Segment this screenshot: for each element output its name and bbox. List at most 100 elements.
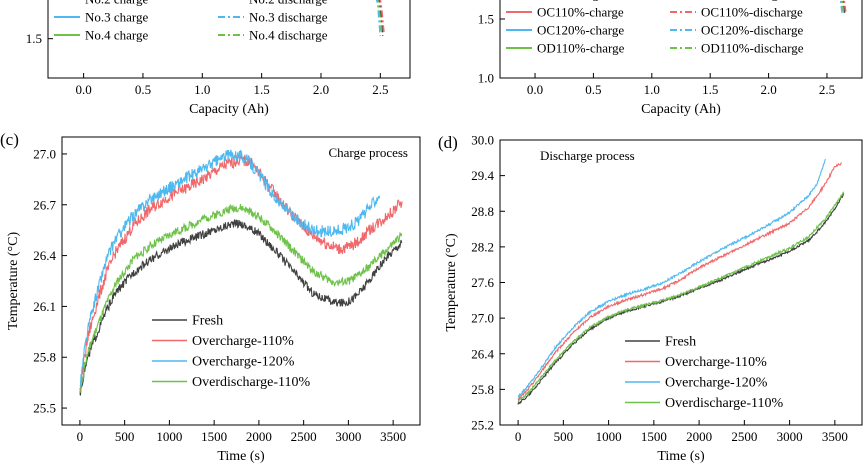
- legend-label: Overdischarge-110%: [665, 396, 784, 411]
- series-line: [517, 162, 842, 402]
- legend-label: OC110%-discharge: [701, 5, 803, 20]
- legend-label: OC110%-charge: [537, 5, 624, 20]
- series-group: [839, 0, 847, 14]
- legend-label: No.4 charge: [85, 28, 149, 43]
- y-tick-label: 1.5: [478, 12, 494, 27]
- x-tick-label: 2500: [291, 429, 317, 444]
- series-line: [79, 219, 403, 396]
- y-tick-label: 1.0: [478, 71, 494, 86]
- x-tick-label: 3500: [822, 429, 848, 444]
- series-line: [378, 0, 384, 37]
- x-tick-label: 2000: [686, 429, 712, 444]
- y-tick-label: 28.2: [471, 239, 494, 254]
- x-axis-label: Time (s): [657, 449, 705, 464]
- x-tick-label: 2.0: [313, 82, 329, 97]
- legend-label: OC120%-charge: [537, 23, 624, 38]
- series-group: [517, 158, 845, 405]
- y-axis-label: Temperature (°C): [6, 232, 21, 331]
- x-tick-label: 3000: [777, 429, 803, 444]
- series-line: [843, 0, 847, 13]
- series-group: [375, 0, 385, 37]
- plot-frame: [47, 0, 411, 79]
- legend-label: No.4 discharge: [249, 28, 328, 43]
- legend-label: No.2 charge: [85, 0, 149, 7]
- series-line: [375, 0, 382, 37]
- x-tick-label: 2.5: [819, 82, 835, 97]
- plot-frame: [61, 136, 421, 426]
- series-line: [79, 153, 403, 392]
- y-tick-label: 25.8: [471, 382, 494, 397]
- panel-label: (c): [0, 130, 19, 149]
- panel-label: (d): [438, 133, 458, 152]
- legend-label: Overcharge-110%: [665, 355, 767, 370]
- x-tick-label: 1000: [156, 429, 182, 444]
- x-tick-label: 2000: [246, 429, 272, 444]
- x-tick-label: 1.5: [254, 82, 270, 97]
- y-tick-label: 27.0: [33, 146, 56, 161]
- x-tick-label: 1500: [641, 429, 667, 444]
- series-line: [517, 191, 845, 403]
- legend-label: No.3 discharge: [249, 10, 328, 25]
- legend-label: No.3 charge: [85, 10, 149, 25]
- x-tick-label: 2500: [731, 429, 757, 444]
- legend-label: Overcharge-120%: [665, 376, 768, 391]
- legend-label: Overcharge-110%: [192, 334, 294, 349]
- y-tick-label: 28.8: [471, 204, 494, 219]
- annotation: Discharge process: [540, 148, 635, 163]
- series-line: [517, 158, 826, 399]
- y-tick-label: 27.0: [471, 311, 494, 326]
- legend-label: OD110%-charge: [537, 41, 625, 56]
- panel-d: 0 500 1000 1500 2000 2500 3000 3500 25.2 25.8 26.4…: [438, 133, 863, 464]
- x-tick-label: 500: [554, 429, 574, 444]
- legend-label: OC120%-discharge: [701, 23, 804, 38]
- y-tick-label: 25.8: [33, 350, 56, 365]
- x-tick-label: 2.5: [372, 82, 388, 97]
- x-tick-label: 1.5: [702, 82, 718, 97]
- legend-label: Fresh-discharge: [701, 0, 784, 2]
- y-tick-label: 30.0: [471, 133, 494, 148]
- x-tick-label: 0: [515, 429, 522, 444]
- legend-label: OD110%-discharge: [701, 41, 804, 56]
- y-tick-label: 1.5: [26, 31, 42, 46]
- y-tick-label: 26.7: [33, 197, 56, 212]
- x-tick-label: 3500: [380, 429, 406, 444]
- y-tick-label: 26.1: [33, 299, 56, 314]
- series-line: [517, 193, 845, 405]
- legend-label: Fresh: [665, 335, 696, 350]
- x-tick-label: 3000: [335, 429, 361, 444]
- panel-c: 0 500 1000 1500 2000 2500 3000 3500 25.5 25.8 26.1…: [0, 130, 421, 464]
- legend-label: Fresh-charge: [537, 0, 605, 2]
- y-tick-label: 26.4: [471, 346, 494, 361]
- x-tick-label: 1.0: [194, 82, 210, 97]
- annotation: Charge process: [328, 145, 408, 160]
- y-axis-label: Temperature (°C): [444, 233, 459, 332]
- y-tick-label: 27.6: [471, 275, 494, 290]
- legend-label: Overcharge-120%: [192, 355, 295, 370]
- panel-a: 0.00.51.01.52.02.51.52.0Capacity (Ah)No.…: [26, 0, 411, 117]
- x-tick-label: 0.0: [527, 82, 543, 97]
- x-tick-label: 0.0: [75, 82, 91, 97]
- legend-label: No.2 discharge: [249, 0, 328, 7]
- x-tick-label: 0.5: [135, 82, 151, 97]
- series-line: [841, 0, 845, 11]
- y-tick-label: 25.2: [471, 418, 494, 433]
- y-tick-label: 29.4: [471, 168, 494, 183]
- x-axis-label: Time (s): [217, 449, 265, 464]
- x-tick-label: 1500: [201, 429, 227, 444]
- x-tick-label: 1000: [596, 429, 622, 444]
- x-tick-label: 1.0: [644, 82, 660, 97]
- y-tick-label: 26.4: [33, 248, 56, 263]
- x-axis-label: Capacity (Ah): [641, 102, 721, 117]
- x-tick-label: 2.0: [760, 82, 776, 97]
- x-tick-label: 500: [115, 429, 135, 444]
- x-tick-label: 0: [77, 429, 84, 444]
- legend-label: Fresh: [192, 314, 223, 329]
- panel-b: 0.0 0.5 1.0 1.5 2.0 2.5 1.0 1.5 Capacity (Ah) Fre…: [478, 0, 863, 117]
- series-line: [839, 0, 843, 14]
- x-axis-label: Capacity (Ah): [189, 102, 269, 117]
- plot-frame: [499, 0, 863, 79]
- series-line: [79, 149, 381, 388]
- y-tick-label: 25.5: [33, 401, 56, 416]
- x-tick-label: 0.5: [585, 82, 601, 97]
